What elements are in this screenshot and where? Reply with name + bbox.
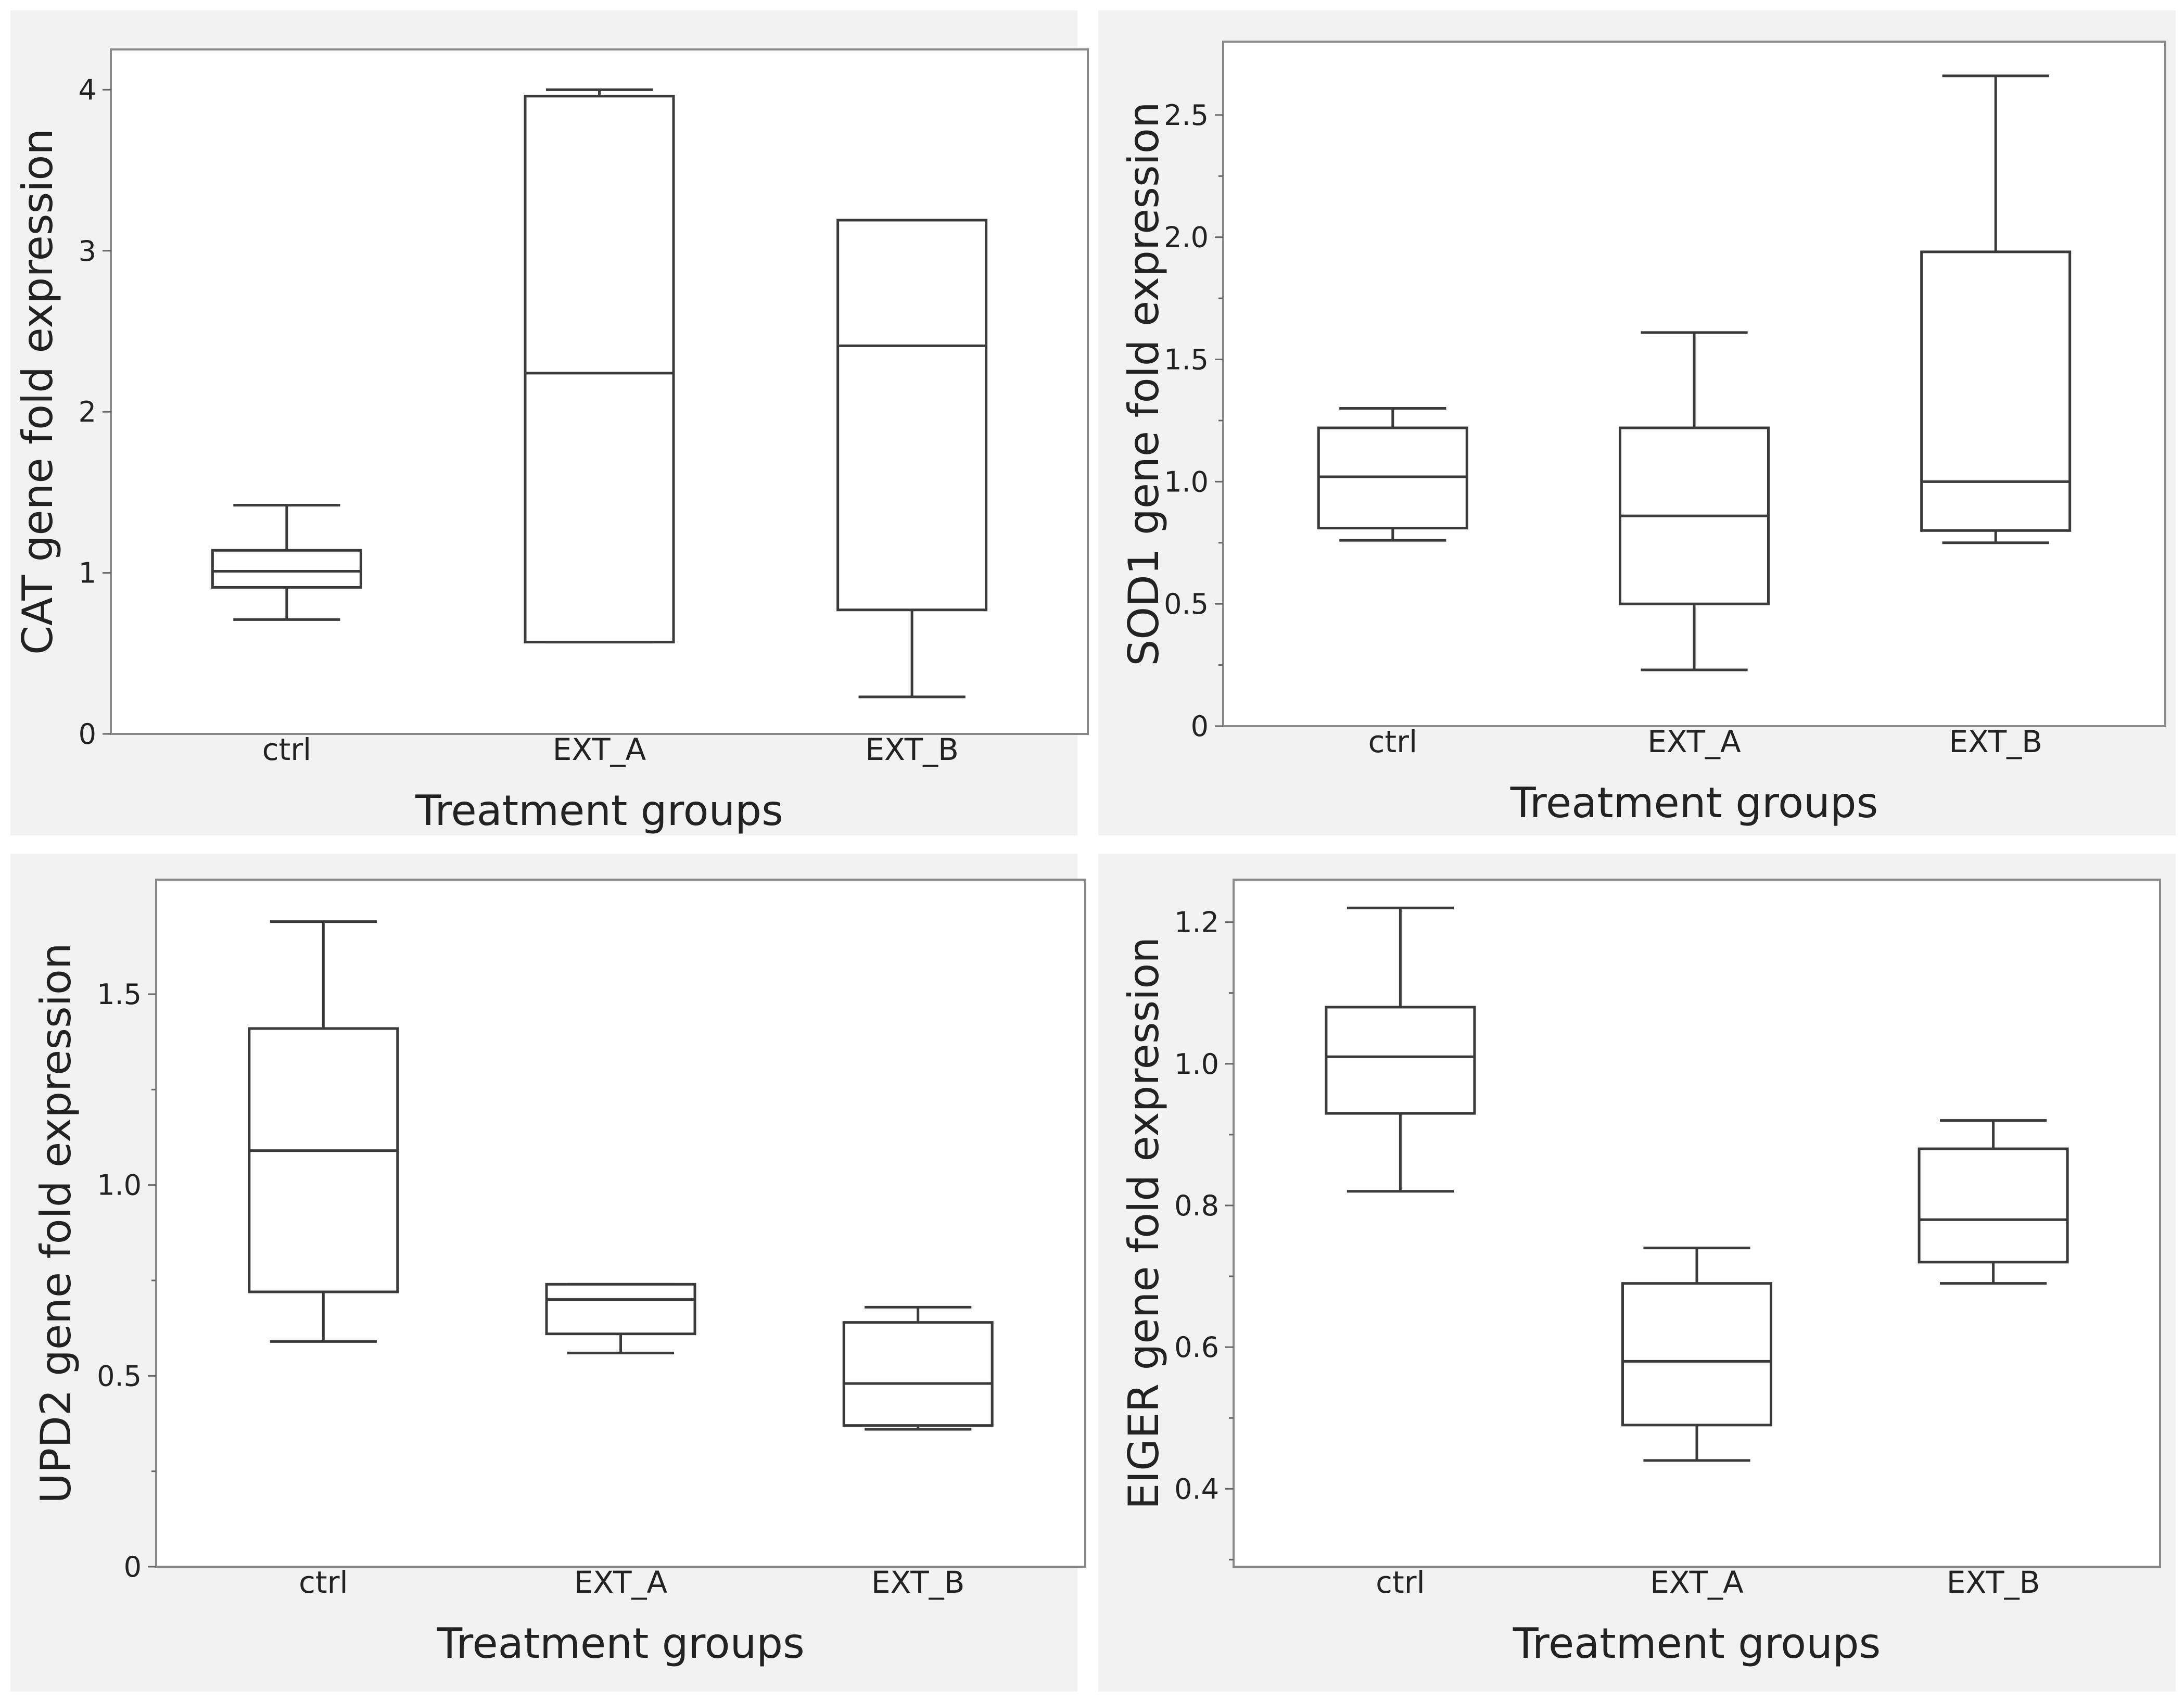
x-category-label: EXT_A (574, 1565, 668, 1600)
y-tick-label: 2.0 (1164, 221, 1209, 254)
y-tick-label: 0.4 (1174, 1472, 1219, 1505)
box-ctrl (1325, 906, 1476, 1193)
box-iqr (1918, 1147, 2069, 1264)
y-tick-label: 4 (79, 73, 96, 106)
y-tick-label: 1.0 (97, 1169, 142, 1202)
y-tick-label: 0 (1191, 710, 1209, 743)
chart-panel-1: 0 1 2 3 4 CAT gene fold expression ctrl EXT_A EX… (10, 10, 1089, 835)
x-axis-title: Treatment groups (1510, 779, 1878, 827)
box-iqr (211, 549, 362, 589)
x-category-label: EXT_B (1949, 724, 2042, 759)
x-axis-title: Treatment groups (415, 786, 783, 835)
x-axis-title: Treatment groups (436, 1619, 805, 1668)
box-iqr (1325, 1006, 1476, 1115)
y-tick-label: 0 (79, 718, 96, 751)
box-iqr (545, 1283, 696, 1336)
x-category-label: ctrl (1376, 1565, 1425, 1600)
box-EXT_B (1920, 74, 2072, 544)
x-category-label: EXT_B (871, 1565, 965, 1600)
y-tick-label: 0.5 (97, 1360, 142, 1392)
y-tick-label: 0.5 (1164, 588, 1209, 620)
x-category-label: EXT_A (553, 732, 646, 767)
y-tick-label: 0.6 (1174, 1331, 1219, 1364)
x-category-label: EXT_B (865, 732, 959, 767)
y-axis-title: UPD2 gene fold expression (32, 943, 80, 1503)
y-tick-label: 2.5 (1164, 99, 1209, 132)
y-tick-label: 0 (124, 1551, 142, 1583)
y-axis-title: EIGER gene fold expression (1120, 937, 1168, 1509)
box-EXT_A (1619, 331, 1770, 671)
x-category-label: ctrl (299, 1565, 348, 1600)
y-axis-title: SOD1 gene fold expression (1120, 101, 1168, 666)
x-category-label: EXT_A (1650, 1565, 1744, 1600)
x-axis-title: Treatment groups (1513, 1619, 1881, 1668)
y-tick-label: 1.2 (1174, 906, 1219, 939)
box-EXT_B (836, 219, 988, 699)
x-category-label: EXT_B (1947, 1565, 2040, 1600)
y-tick-label: 1.5 (1164, 344, 1209, 376)
box-EXT_B (842, 1305, 994, 1431)
box-EXT_A (524, 88, 675, 644)
y-tick-label: 0.8 (1174, 1189, 1219, 1222)
y-axis-title: CAT gene fold expression (14, 129, 62, 655)
x-category-label: ctrl (262, 732, 312, 767)
box-iqr (842, 1321, 994, 1427)
y-tick-label: 1.5 (97, 978, 142, 1011)
y-tick-label: 2 (79, 396, 96, 428)
y-tick-label: 3 (79, 235, 96, 268)
box-iqr (248, 1027, 399, 1293)
y-tick-label: 1.0 (1174, 1048, 1219, 1081)
box-ctrl (1317, 407, 1468, 542)
chart-panel-3: 0 0.5 1.0 1.5 UPD2 gene fold expression ctrl E… (10, 854, 1086, 1692)
y-tick-label: 1.0 (1164, 465, 1209, 498)
y-tick-label: 1 (79, 557, 96, 590)
box-iqr (836, 219, 988, 612)
box-ctrl (248, 920, 399, 1343)
box-EXT_A (545, 1283, 696, 1354)
box-iqr (524, 95, 675, 644)
box-EXT_B (1918, 1119, 2069, 1285)
box-iqr (1621, 1282, 1772, 1427)
x-category-label: EXT_A (1647, 724, 1741, 759)
box-iqr (1920, 250, 2072, 532)
box-ctrl (211, 504, 362, 621)
x-category-label: ctrl (1368, 724, 1418, 759)
box-EXT_A (1621, 1247, 1772, 1462)
